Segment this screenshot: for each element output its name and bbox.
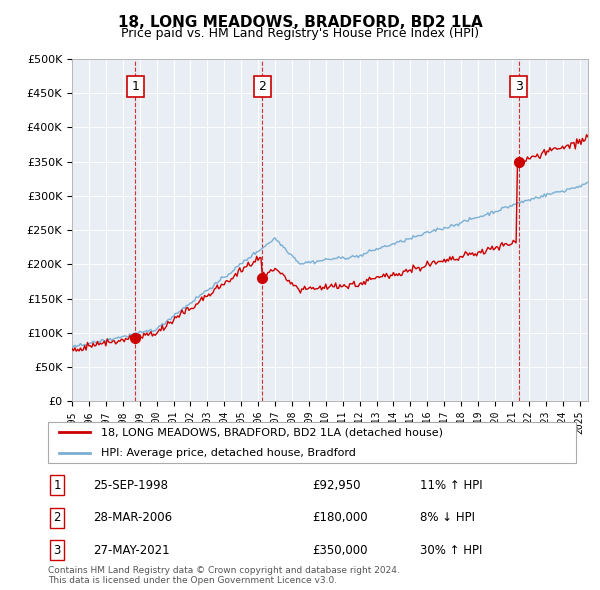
Text: £92,950: £92,950 xyxy=(312,478,361,492)
Text: £350,000: £350,000 xyxy=(312,543,367,557)
Text: Contains HM Land Registry data © Crown copyright and database right 2024.
This d: Contains HM Land Registry data © Crown c… xyxy=(48,566,400,585)
Text: 8% ↓ HPI: 8% ↓ HPI xyxy=(420,511,475,525)
Text: 27-MAY-2021: 27-MAY-2021 xyxy=(93,543,170,557)
FancyBboxPatch shape xyxy=(48,422,576,463)
Text: 30% ↑ HPI: 30% ↑ HPI xyxy=(420,543,482,557)
Text: 11% ↑ HPI: 11% ↑ HPI xyxy=(420,478,482,492)
Text: 18, LONG MEADOWS, BRADFORD, BD2 1LA (detached house): 18, LONG MEADOWS, BRADFORD, BD2 1LA (det… xyxy=(101,427,443,437)
Text: 3: 3 xyxy=(53,543,61,557)
Text: 2: 2 xyxy=(53,511,61,525)
Text: 3: 3 xyxy=(515,80,523,93)
Text: 1: 1 xyxy=(131,80,139,93)
Text: 2: 2 xyxy=(259,80,266,93)
Text: 28-MAR-2006: 28-MAR-2006 xyxy=(93,511,172,525)
Text: Price paid vs. HM Land Registry's House Price Index (HPI): Price paid vs. HM Land Registry's House … xyxy=(121,27,479,40)
Text: 18, LONG MEADOWS, BRADFORD, BD2 1LA: 18, LONG MEADOWS, BRADFORD, BD2 1LA xyxy=(118,15,482,30)
Text: £180,000: £180,000 xyxy=(312,511,368,525)
Text: HPI: Average price, detached house, Bradford: HPI: Average price, detached house, Brad… xyxy=(101,448,356,458)
Text: 25-SEP-1998: 25-SEP-1998 xyxy=(93,478,168,492)
Text: 1: 1 xyxy=(53,478,61,492)
